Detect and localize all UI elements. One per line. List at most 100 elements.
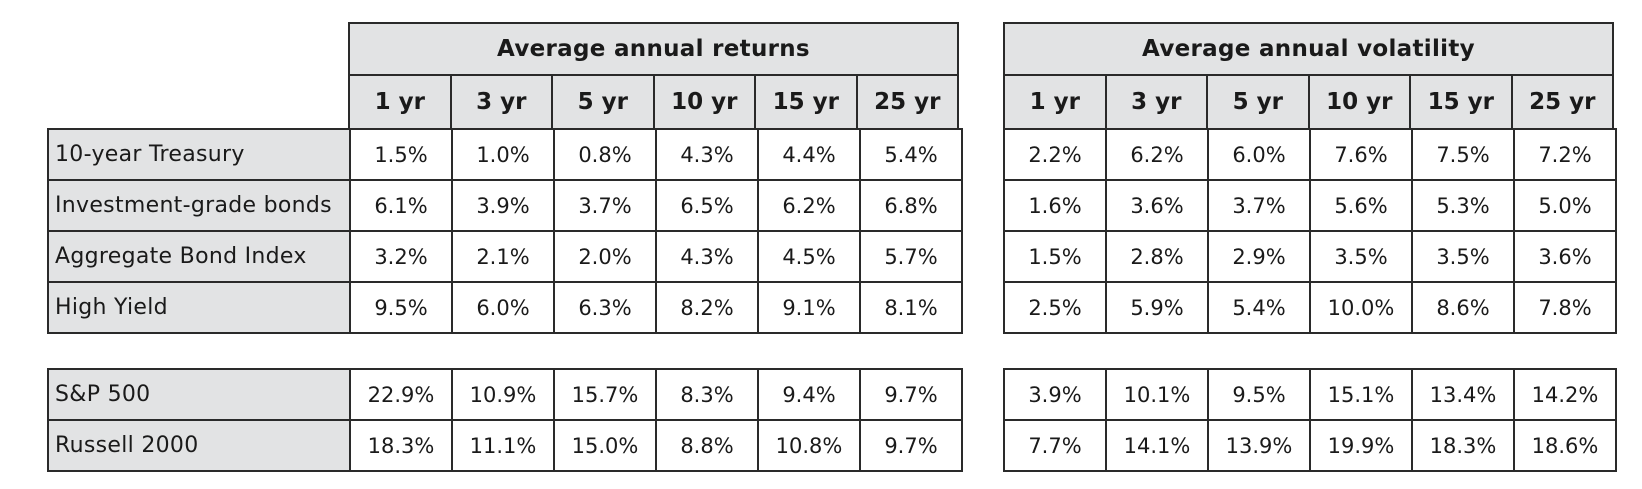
table-row: 2.2% 6.2% 6.0% 7.6% 7.5% 7.2% xyxy=(1003,128,1617,181)
volatility-cell: 7.2% xyxy=(1513,128,1617,181)
return-cell: 18.3% xyxy=(349,419,453,472)
return-cell: 3.9% xyxy=(451,179,555,232)
returns-period-headers: 1 yr 3 yr 5 yr 10 yr 15 yr 25 yr xyxy=(350,74,957,128)
return-cell: 5.7% xyxy=(859,230,963,283)
row-label: S&P 500 xyxy=(47,368,351,421)
volatility-cell: 7.6% xyxy=(1309,128,1413,181)
volatility-cell: 6.2% xyxy=(1105,128,1209,181)
row-label: Russell 2000 xyxy=(47,419,351,472)
volatility-cell: 13.4% xyxy=(1411,368,1515,421)
volatility-period-1yr: 1 yr xyxy=(1029,89,1080,115)
return-cell: 0.8% xyxy=(553,128,657,181)
return-cell: 8.8% xyxy=(655,419,759,472)
return-cell: 4.3% xyxy=(655,230,759,283)
volatility-cell: 6.0% xyxy=(1207,128,1311,181)
volatility-cell: 9.5% xyxy=(1207,368,1311,421)
return-cell: 10.8% xyxy=(757,419,861,472)
volatility-cell: 8.6% xyxy=(1411,281,1515,334)
return-cell: 2.0% xyxy=(553,230,657,283)
volatility-cell: 3.6% xyxy=(1105,179,1209,232)
equities-returns-table: S&P 500 22.9% 10.9% 15.7% 8.3% 9.4% 9.7%… xyxy=(47,368,963,472)
volatility-cell: 18.6% xyxy=(1513,419,1617,472)
volatility-cell: 3.6% xyxy=(1513,230,1617,283)
return-cell: 9.7% xyxy=(859,419,963,472)
volatility-cell: 2.2% xyxy=(1003,128,1107,181)
volatility-cell: 1.6% xyxy=(1003,179,1107,232)
table-row: High Yield 9.5% 6.0% 6.3% 8.2% 9.1% 8.1% xyxy=(47,281,963,334)
return-cell: 22.9% xyxy=(349,368,453,421)
return-cell: 4.5% xyxy=(757,230,861,283)
volatility-cell: 3.9% xyxy=(1003,368,1107,421)
return-cell: 3.7% xyxy=(553,179,657,232)
row-label: 10-year Treasury xyxy=(47,128,351,181)
returns-header: Average annual returns 1 yr 3 yr 5 yr 10… xyxy=(348,22,959,130)
return-cell: 9.4% xyxy=(757,368,861,421)
volatility-cell: 2.5% xyxy=(1003,281,1107,334)
return-cell: 4.3% xyxy=(655,128,759,181)
return-cell: 5.4% xyxy=(859,128,963,181)
return-cell: 8.1% xyxy=(859,281,963,334)
table-row: 7.7% 14.1% 13.9% 19.9% 18.3% 18.6% xyxy=(1003,419,1617,472)
returns-period-25yr: 25 yr xyxy=(855,76,958,128)
volatility-cell: 14.1% xyxy=(1105,419,1209,472)
table-row: 1.6% 3.6% 3.7% 5.6% 5.3% 5.0% xyxy=(1003,179,1617,232)
return-cell: 8.3% xyxy=(655,368,759,421)
bonds-volatility-table: 2.2% 6.2% 6.0% 7.6% 7.5% 7.2% 1.6% 3.6% … xyxy=(1003,128,1617,334)
volatility-cell: 7.7% xyxy=(1003,419,1107,472)
table-row: 1.5% 2.8% 2.9% 3.5% 3.5% 3.6% xyxy=(1003,230,1617,283)
return-cell: 11.1% xyxy=(451,419,555,472)
return-cell: 3.2% xyxy=(349,230,453,283)
return-cell: 6.8% xyxy=(859,179,963,232)
volatility-cell: 5.9% xyxy=(1105,281,1209,334)
volatility-cell: 7.5% xyxy=(1411,128,1515,181)
volatility-cell: 7.8% xyxy=(1513,281,1617,334)
volatility-cell: 2.9% xyxy=(1207,230,1311,283)
volatility-cell: 3.5% xyxy=(1309,230,1413,283)
table-row: Russell 2000 18.3% 11.1% 15.0% 8.8% 10.8… xyxy=(47,419,963,472)
return-cell: 15.7% xyxy=(553,368,657,421)
volatility-cell: 10.1% xyxy=(1105,368,1209,421)
returns-period-1yr: 1 yr xyxy=(374,89,425,115)
row-label: Investment-grade bonds xyxy=(47,179,351,232)
return-cell: 9.7% xyxy=(859,368,963,421)
table-row: 2.5% 5.9% 5.4% 10.0% 8.6% 7.8% xyxy=(1003,281,1617,334)
volatility-cell: 1.5% xyxy=(1003,230,1107,283)
return-cell: 9.1% xyxy=(757,281,861,334)
returns-period-15yr: 15 yr xyxy=(754,76,856,128)
table-row: Aggregate Bond Index 3.2% 2.1% 2.0% 4.3%… xyxy=(47,230,963,283)
row-label: Aggregate Bond Index xyxy=(47,230,351,283)
return-cell: 10.9% xyxy=(451,368,555,421)
volatility-period-15yr: 15 yr xyxy=(1409,76,1511,128)
volatility-cell: 14.2% xyxy=(1513,368,1617,421)
volatility-cell: 3.7% xyxy=(1207,179,1311,232)
return-cell: 6.0% xyxy=(451,281,555,334)
volatility-period-10yr: 10 yr xyxy=(1307,76,1410,128)
return-cell: 9.5% xyxy=(349,281,453,334)
volatility-cell: 5.4% xyxy=(1207,281,1311,334)
return-cell: 6.1% xyxy=(349,179,453,232)
return-cell: 6.2% xyxy=(757,179,861,232)
volatility-cell: 15.1% xyxy=(1309,368,1413,421)
return-cell: 6.3% xyxy=(553,281,657,334)
table-row: 10-year Treasury 1.5% 1.0% 0.8% 4.3% 4.4… xyxy=(47,128,963,181)
volatility-cell: 18.3% xyxy=(1411,419,1515,472)
return-cell: 4.4% xyxy=(757,128,861,181)
return-cell: 2.1% xyxy=(451,230,555,283)
bonds-returns-table: 10-year Treasury 1.5% 1.0% 0.8% 4.3% 4.4… xyxy=(47,128,963,334)
returns-period-5yr: 5 yr xyxy=(551,76,653,128)
volatility-title: Average annual volatility xyxy=(1142,36,1475,62)
volatility-period-5yr: 5 yr xyxy=(1206,76,1308,128)
volatility-period-25yr: 25 yr xyxy=(1510,76,1613,128)
volatility-cell: 5.6% xyxy=(1309,179,1413,232)
volatility-cell: 5.0% xyxy=(1513,179,1617,232)
return-cell: 6.5% xyxy=(655,179,759,232)
returns-period-3yr: 3 yr xyxy=(449,76,552,128)
volatility-cell: 10.0% xyxy=(1309,281,1413,334)
return-cell: 15.0% xyxy=(553,419,657,472)
volatility-cell: 13.9% xyxy=(1207,419,1311,472)
return-cell: 1.0% xyxy=(451,128,555,181)
returns-period-10yr: 10 yr xyxy=(652,76,755,128)
volatility-cell: 5.3% xyxy=(1411,179,1515,232)
equities-volatility-table: 3.9% 10.1% 9.5% 15.1% 13.4% 14.2% 7.7% 1… xyxy=(1003,368,1617,472)
table-row: S&P 500 22.9% 10.9% 15.7% 8.3% 9.4% 9.7% xyxy=(47,368,963,421)
